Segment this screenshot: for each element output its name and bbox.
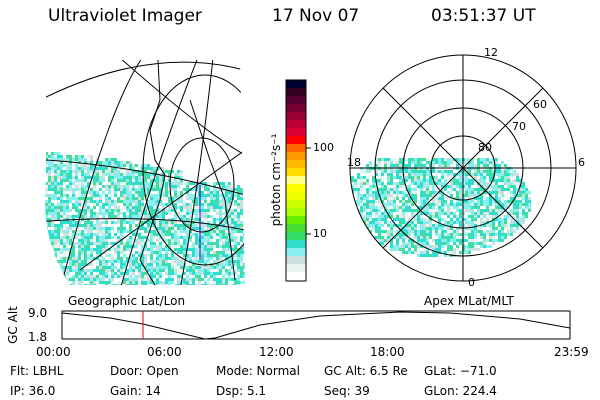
status-row2-0: IP: 36.0: [10, 384, 56, 398]
colorbar-unit: photon cm⁻²s⁻¹: [269, 133, 283, 227]
status-row1-0: Flt: LBHL: [10, 364, 64, 378]
colorbar-swatch: [286, 208, 306, 217]
xtick-1: 06:00: [147, 345, 182, 359]
mlt-6: 6: [578, 156, 585, 169]
ytick-1.8: 1.8: [28, 330, 48, 344]
instrument-title: Ultraviolet Imager: [48, 6, 202, 26]
colorbar-swatch: [286, 88, 306, 97]
colorbar-swatch: [286, 152, 306, 161]
ytick-9: 9.0: [28, 306, 48, 320]
geo-grid: [45, 60, 245, 285]
xtick-0: 00:00: [36, 345, 71, 359]
colorbar-swatch: [286, 272, 306, 281]
mlat-70: 70: [512, 120, 526, 133]
colorbar-swatch: [286, 232, 306, 241]
colorbar-swatch: [286, 136, 306, 145]
timeline-ylabel: GC Alt: [6, 306, 20, 344]
colorbar-swatch: [286, 240, 306, 249]
colorbar-swatch: [286, 112, 306, 121]
status-row2-2: Dsp: 5.1: [216, 384, 267, 398]
xtick-2: 12:00: [259, 345, 294, 359]
polar-grid: [349, 54, 577, 282]
geo-map-label: Geographic Lat/Lon: [68, 294, 186, 308]
mlat-60: 60: [533, 98, 547, 111]
colorbar-swatch: [286, 120, 306, 129]
mlt-12: 12: [484, 46, 498, 59]
colorbar-swatch: [286, 256, 306, 265]
status-row2-1: Gain: 14: [110, 384, 161, 398]
xtick-3: 18:00: [370, 345, 405, 359]
colorbar-swatch: [286, 192, 306, 201]
colorbar-swatch: [286, 104, 306, 113]
colorbar-swatch: [286, 216, 306, 225]
colorbar-swatch: [286, 264, 306, 273]
xtick-4: 23:59: [554, 345, 589, 359]
colorbar-swatch: [286, 96, 306, 105]
colorbar-swatch: [286, 160, 306, 169]
colorbar-swatch: [286, 184, 306, 193]
colorbar-swatch: [286, 200, 306, 209]
colorbar-swatch: [286, 248, 306, 257]
colorbar: [286, 80, 306, 281]
status-row1-4: GLat: −71.0: [424, 364, 497, 378]
status-row2-3: Seq: 39: [324, 384, 370, 398]
mlt-18: 18: [347, 156, 361, 169]
date-label: 17 Nov 07: [272, 6, 360, 26]
geo-emission-image: [45, 152, 245, 285]
status-row1-2: Mode: Normal: [216, 364, 300, 378]
status-row1-3: GC Alt: 6.5 Re: [324, 364, 408, 378]
colorbar-tick-100: 100: [313, 141, 334, 154]
time-label: 03:51:37 UT: [431, 6, 536, 26]
colorbar-swatch: [286, 80, 306, 89]
colorbar-swatch: [286, 128, 306, 137]
mlt-0: 0: [468, 276, 475, 289]
colorbar-swatch: [286, 224, 306, 233]
colorbar-swatch: [286, 144, 306, 153]
altitude-curve: [61, 311, 571, 340]
colorbar-tick-10: 10: [313, 227, 327, 240]
colorbar-swatch: [286, 176, 306, 185]
colorbar-swatch: [286, 168, 306, 177]
polar-map-label: Apex MLat/MLT: [424, 294, 514, 308]
status-row2-4: GLon: 224.4: [424, 384, 497, 398]
mlat-80: 80: [478, 141, 492, 154]
status-row1-1: Door: Open: [110, 364, 179, 378]
timeline-box: [61, 310, 571, 340]
